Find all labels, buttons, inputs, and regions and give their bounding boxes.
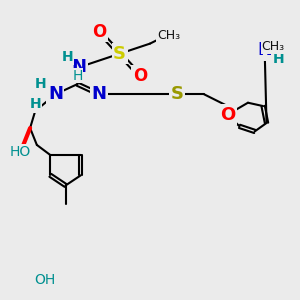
Text: O: O: [133, 67, 147, 85]
Text: H: H: [72, 69, 82, 83]
Text: H: H: [61, 50, 73, 64]
Text: H: H: [29, 98, 41, 111]
Text: O: O: [92, 23, 106, 41]
Text: S: S: [170, 85, 184, 103]
Text: N: N: [257, 41, 272, 59]
Text: CH₃: CH₃: [262, 40, 285, 53]
Text: OH: OH: [35, 273, 56, 287]
Text: N: N: [72, 58, 87, 76]
Text: H: H: [34, 77, 46, 91]
Text: S: S: [113, 45, 126, 63]
Text: N: N: [48, 85, 63, 103]
Text: H: H: [272, 52, 284, 66]
Text: CH₃: CH₃: [157, 29, 180, 42]
Text: N: N: [92, 85, 107, 103]
Text: HO: HO: [9, 145, 31, 159]
Text: O: O: [220, 106, 235, 124]
